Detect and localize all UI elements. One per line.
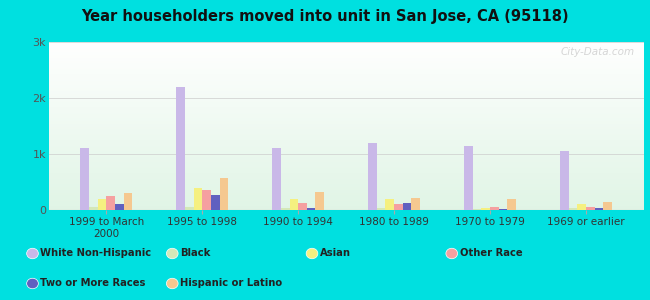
Bar — [385, 199, 394, 210]
Text: Hispanic or Latino: Hispanic or Latino — [180, 278, 282, 289]
Text: Asian: Asian — [320, 248, 351, 259]
Bar — [185, 207, 194, 210]
Text: Black: Black — [180, 248, 211, 259]
Bar — [569, 208, 577, 210]
Bar — [211, 195, 220, 210]
Bar — [176, 87, 185, 210]
Bar — [307, 208, 315, 210]
Bar — [281, 208, 289, 210]
Bar — [298, 203, 307, 210]
Bar — [560, 151, 569, 210]
Bar — [98, 199, 107, 210]
Text: Year householders moved into unit in San Jose, CA (95118): Year householders moved into unit in San… — [81, 9, 569, 24]
Bar — [124, 193, 132, 210]
Bar — [490, 207, 499, 210]
Bar — [315, 192, 324, 210]
Bar — [577, 204, 586, 210]
Bar — [289, 199, 298, 210]
Bar — [202, 190, 211, 210]
Bar — [586, 207, 595, 210]
Bar — [403, 203, 411, 210]
Bar — [81, 148, 89, 210]
Bar — [603, 202, 612, 210]
Bar — [482, 208, 490, 210]
Bar — [115, 204, 124, 210]
Text: City-Data.com: City-Data.com — [560, 47, 634, 57]
Bar — [394, 204, 403, 210]
Bar — [507, 199, 516, 210]
Bar — [194, 188, 202, 210]
Bar — [499, 209, 507, 210]
Bar — [377, 208, 385, 210]
Bar — [464, 146, 473, 210]
Bar — [89, 207, 98, 210]
Bar — [595, 208, 603, 210]
Bar — [411, 198, 420, 210]
Text: Other Race: Other Race — [460, 248, 522, 259]
Bar — [473, 209, 482, 210]
Bar — [368, 143, 377, 210]
Bar — [107, 196, 115, 210]
Bar — [220, 178, 228, 210]
Text: Two or More Races: Two or More Races — [40, 278, 146, 289]
Text: White Non-Hispanic: White Non-Hispanic — [40, 248, 151, 259]
Bar — [272, 148, 281, 210]
